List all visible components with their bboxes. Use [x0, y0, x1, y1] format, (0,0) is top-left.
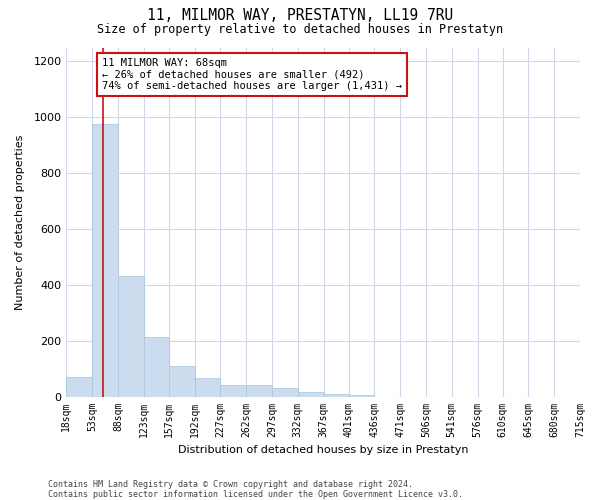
Bar — [144, 336, 169, 396]
X-axis label: Distribution of detached houses by size in Prestatyn: Distribution of detached houses by size … — [178, 445, 469, 455]
Text: Size of property relative to detached houses in Prestatyn: Size of property relative to detached ho… — [97, 22, 503, 36]
Bar — [272, 388, 298, 396]
Bar — [246, 386, 272, 396]
Bar — [349, 395, 374, 396]
Bar — [169, 366, 194, 396]
Text: 11 MILMOR WAY: 68sqm
← 26% of detached houses are smaller (492)
74% of semi-deta: 11 MILMOR WAY: 68sqm ← 26% of detached h… — [102, 58, 402, 91]
Y-axis label: Number of detached properties: Number of detached properties — [15, 134, 25, 310]
Text: Contains HM Land Registry data © Crown copyright and database right 2024.
Contai: Contains HM Land Registry data © Crown c… — [48, 480, 463, 499]
Bar — [298, 392, 323, 396]
Bar — [194, 378, 220, 396]
Bar — [67, 377, 92, 396]
Text: 11, MILMOR WAY, PRESTATYN, LL19 7RU: 11, MILMOR WAY, PRESTATYN, LL19 7RU — [147, 8, 453, 22]
Bar — [118, 276, 144, 396]
Bar — [323, 394, 349, 396]
Bar — [220, 386, 246, 396]
Bar — [92, 124, 118, 396]
